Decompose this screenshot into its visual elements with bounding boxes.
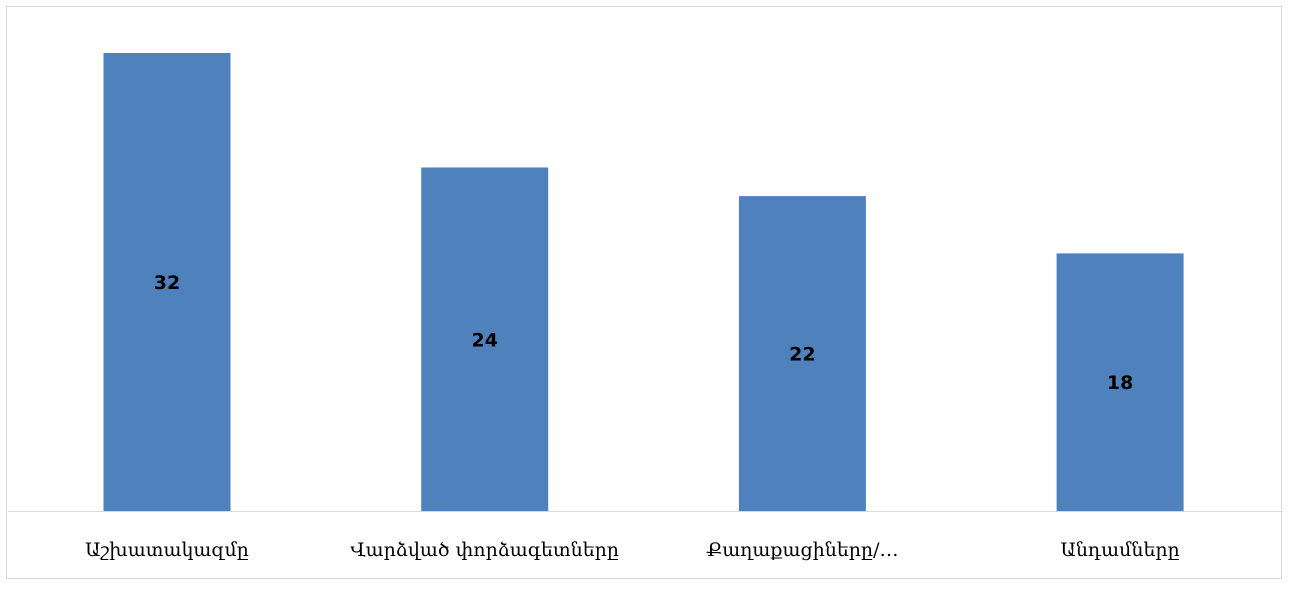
value-label-1: 32	[154, 272, 180, 294]
value-label-2: 24	[471, 329, 497, 351]
category-label-2: Վարձված փորձագետները	[350, 539, 619, 561]
bar-1	[103, 53, 231, 511]
category-label-4: Անդամները	[1060, 539, 1179, 561]
chart-frame: 32 Աշխատակազմը 24 Վարձված փորձագետները 22 Քաղ…	[6, 6, 1283, 579]
value-label-3: 22	[789, 344, 815, 366]
category-label-1: Աշխատակազմը	[85, 539, 249, 561]
labels-layer: 32 Աշխատակազմը 24 Վարձված փորձագետները 22 Քաղ…	[85, 272, 1180, 561]
bar-3	[738, 196, 866, 511]
bar-chart: 32 Աշխատակազմը 24 Վարձված փորձագետները 22 Քաղ…	[8, 53, 1283, 561]
bar-4	[1056, 253, 1184, 511]
bar-2	[421, 167, 549, 511]
category-label-3: Քաղաքացիները/…	[706, 539, 898, 561]
value-label-4: 18	[1107, 372, 1133, 394]
bars-layer	[103, 53, 1184, 511]
